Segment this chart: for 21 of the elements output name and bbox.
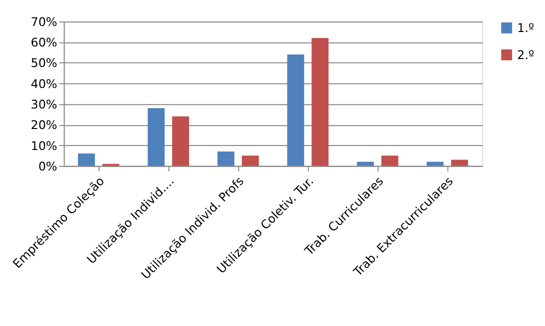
bar xyxy=(242,156,259,166)
bar xyxy=(217,151,234,166)
y-tick-label: 20% xyxy=(30,118,58,132)
bar xyxy=(148,108,165,166)
y-tick-label: 60% xyxy=(30,36,58,50)
y-tick-label: 0% xyxy=(38,159,58,174)
bar xyxy=(172,116,190,166)
bar xyxy=(451,160,468,166)
y-tick-label: 70% xyxy=(30,14,58,29)
bar xyxy=(78,154,95,166)
bar xyxy=(312,38,329,166)
y-tick-label: 50% xyxy=(30,56,58,70)
y-tick-label: 10% xyxy=(30,138,58,153)
bar xyxy=(426,162,444,166)
y-tick-label: 40% xyxy=(30,76,58,91)
y-tick-label: 30% xyxy=(30,97,58,112)
bar xyxy=(381,156,398,166)
bar xyxy=(356,162,374,166)
legend-label: 1.º xyxy=(517,20,534,35)
bar xyxy=(287,54,304,166)
legend-label: 2.º xyxy=(517,48,534,62)
